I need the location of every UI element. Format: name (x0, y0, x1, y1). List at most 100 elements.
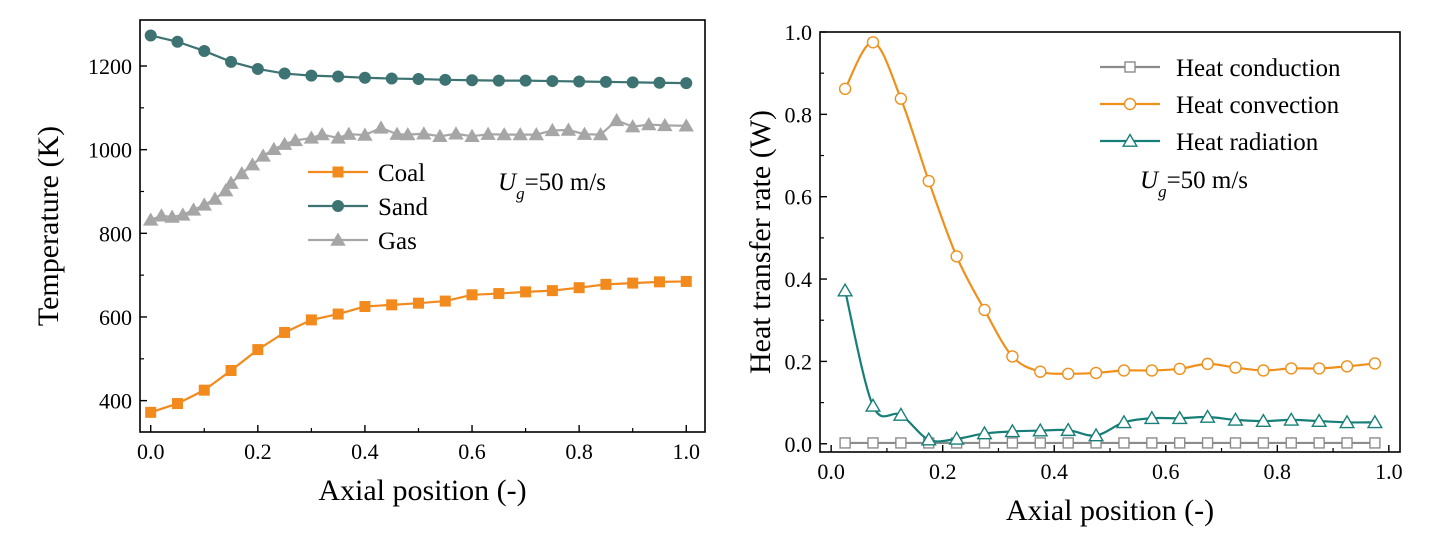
data-point (287, 132, 304, 147)
legend-label: Gas (378, 228, 417, 255)
data-point (276, 136, 293, 150)
data-point (976, 425, 993, 440)
data-point (1257, 364, 1270, 377)
data-point (332, 308, 344, 320)
data-point (244, 157, 261, 171)
y-tick-label: 1.0 (785, 20, 813, 45)
y-axis-title: Heat transfer rate (W) (744, 110, 777, 374)
data-point (1060, 422, 1077, 437)
data-point (496, 127, 512, 141)
x-tick-label: 0.0 (137, 439, 165, 464)
x-axis-title: Axial position (-) (1006, 494, 1214, 527)
legend-label: Heat conduction (1176, 55, 1341, 82)
data-point (922, 174, 935, 188)
plot-frame (139, 19, 706, 433)
data-point (373, 120, 389, 134)
x-tick-label: 0.4 (1040, 459, 1068, 484)
data-point (1143, 410, 1160, 425)
data-point (171, 35, 184, 48)
legend-marker (1121, 133, 1139, 147)
velocity-annotation: Ug=50 m/s (1140, 167, 1248, 201)
data-point (493, 288, 505, 300)
data-point (412, 72, 425, 85)
data-point (1089, 366, 1103, 380)
series-heat-radiation (837, 282, 1383, 446)
legend: Heat conduction Heat convection Heat radia… (1100, 55, 1341, 156)
data-point (1088, 427, 1105, 442)
data-point (1061, 367, 1075, 380)
data-point (1006, 437, 1019, 449)
data-point (895, 437, 907, 449)
data-point (978, 437, 991, 449)
data-point (866, 36, 880, 49)
data-point (305, 69, 318, 82)
data-point (198, 44, 211, 57)
chart-panel-2: 0.0 0.2 0.4 0.6 0.8 1.0 0.0 0.2 0.4 0.6 0.8 1.0 Axia… (744, 20, 1403, 527)
data-point (279, 326, 291, 338)
data-point (385, 72, 398, 85)
data-point (528, 127, 544, 141)
data-point (837, 282, 854, 297)
data-point (641, 117, 657, 131)
data-point (892, 407, 909, 421)
data-point (1118, 437, 1130, 449)
legend-marker (1124, 61, 1136, 73)
y-tick-label: 400 (99, 389, 132, 414)
data-point (680, 275, 692, 287)
data-point (1283, 411, 1300, 426)
series-heat-convection (838, 36, 1382, 380)
x-tick-label: 0.0 (817, 459, 845, 484)
data-point (1369, 437, 1381, 449)
data-point (1174, 437, 1186, 449)
y-tick-label: 600 (99, 305, 132, 330)
data-point (520, 286, 532, 298)
data-point (573, 75, 586, 88)
data-point (171, 398, 183, 410)
data-point (466, 289, 478, 301)
data-point (560, 122, 577, 136)
data-point (400, 127, 416, 141)
legend-label: Sand (378, 194, 429, 221)
data-point (1201, 357, 1214, 371)
data-point (1201, 437, 1214, 449)
chart-panel-1: 0.0 0.2 0.4 0.6 0.8 1.0 400 600 800 1000 1200 Axial… (32, 19, 706, 507)
data-point (359, 301, 371, 313)
y-axis-title: Temperature (K) (32, 126, 65, 326)
data-point (1171, 410, 1188, 425)
data-point (920, 431, 937, 446)
y-tick-label: 1000 (88, 138, 132, 163)
data-point (144, 29, 157, 42)
legend: Coal Sand Gas (308, 160, 429, 255)
data-point (653, 76, 666, 89)
data-point (480, 126, 496, 140)
x-tick-label: 0.2 (929, 459, 957, 484)
data-point (448, 126, 464, 140)
data-point (1004, 423, 1021, 438)
data-point (358, 71, 371, 84)
data-point (1368, 357, 1382, 370)
data-point (223, 175, 239, 189)
y-tick-label: 0.4 (785, 267, 813, 292)
data-point (546, 285, 558, 297)
legend-label: Heat convection (1176, 92, 1340, 119)
data-point (948, 430, 965, 445)
data-point (1285, 362, 1298, 375)
data-point (252, 344, 264, 356)
data-point (599, 75, 612, 88)
x-axis-title: Axial position (-) (318, 474, 526, 507)
data-point (867, 437, 879, 449)
data-point (1341, 437, 1353, 449)
data-point (839, 437, 851, 449)
data-point (1311, 413, 1328, 428)
data-point (314, 127, 330, 141)
data-point (608, 112, 625, 127)
data-point (332, 70, 345, 83)
data-point (625, 119, 641, 133)
data-point (341, 126, 357, 140)
data-point (185, 202, 202, 216)
data-point (1255, 413, 1272, 428)
data-point (546, 75, 559, 88)
x-tick-label: 0.2 (244, 439, 272, 464)
data-point (626, 76, 639, 89)
